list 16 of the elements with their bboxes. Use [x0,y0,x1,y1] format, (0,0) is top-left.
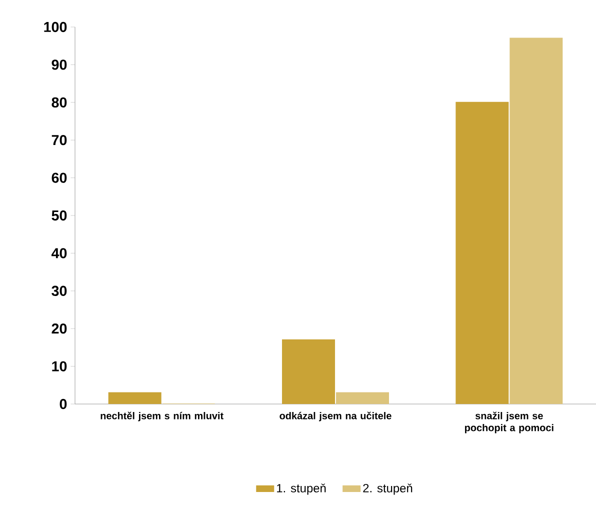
y-tick-label: 60 [52,172,67,183]
y-tick-label: 0 [60,398,67,410]
legend-label: 2. stupeň [363,484,412,495]
y-tick-label: 90 [52,60,67,70]
legend-label: 1. stupeň [277,484,326,495]
y-tick-label: 40 [51,248,67,258]
y-tick-label: 70 [52,135,67,146]
y-tick-label: 100 [44,22,67,32]
y-tick-label: 20 [52,324,67,334]
x-tick-label: snažil jsem se pochopit a pomoci [464,412,554,434]
y-tick-label: 50 [52,210,67,221]
y-tick-label: 30 [52,286,67,296]
x-tick-label: odkázal jsem na učitele [280,412,392,422]
y-tick-label: 10 [52,361,67,372]
x-tick-label: nechtěl jsem s ním mluvit [100,412,224,422]
y-tick-label: 80 [52,97,67,108]
